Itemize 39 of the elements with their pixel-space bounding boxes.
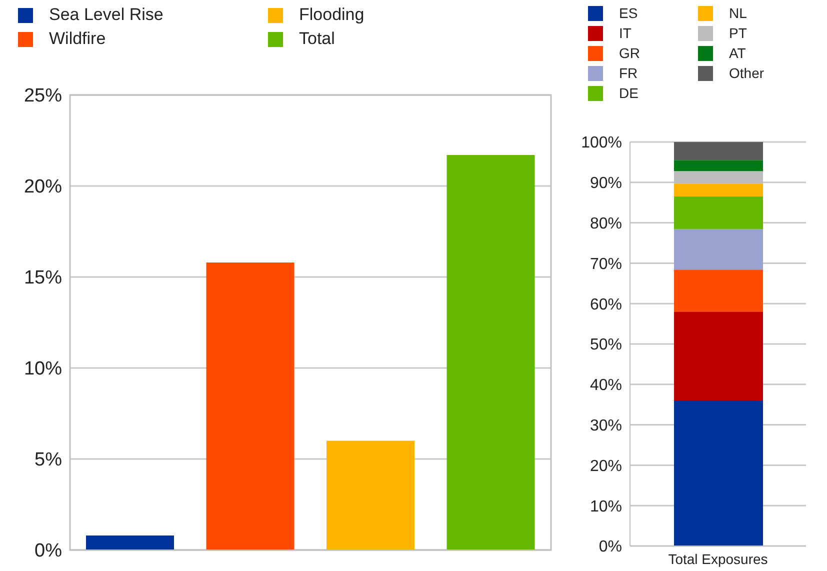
y-tick-label: 20% xyxy=(24,176,62,198)
legend-label: Wildfire xyxy=(49,29,106,49)
bar xyxy=(674,160,763,172)
y-tick-label: 40% xyxy=(590,377,622,394)
legend-label: IT xyxy=(619,25,632,41)
bar xyxy=(674,184,763,197)
y-tick-label: 25% xyxy=(24,86,62,107)
y-tick-label: 50% xyxy=(590,336,622,354)
y-tick-label: 90% xyxy=(590,175,622,192)
y-tick-label: 10% xyxy=(590,498,622,516)
legend-label: GR xyxy=(619,45,640,61)
legend-label: Flooding xyxy=(299,5,364,25)
y-tick-label: 80% xyxy=(590,215,622,232)
bar xyxy=(674,229,763,270)
y-tick-label: 15% xyxy=(24,268,62,289)
y-tick-label: 0% xyxy=(34,540,62,562)
y-tick-label: 20% xyxy=(590,458,622,475)
legend-label: DE xyxy=(619,85,638,101)
y-tick-label: 5% xyxy=(34,450,62,471)
legend-label: FR xyxy=(619,65,638,81)
legend-label: PT xyxy=(729,25,747,41)
y-tick-label: 100% xyxy=(581,134,622,152)
bar xyxy=(674,400,763,546)
legend-label: ES xyxy=(619,5,638,21)
y-tick-label: 10% xyxy=(24,358,62,380)
bar xyxy=(674,142,763,160)
legend-label: Other xyxy=(729,65,764,81)
legend-label: Total xyxy=(299,29,335,49)
legend-label: NL xyxy=(729,5,747,21)
y-tick-label: 70% xyxy=(590,256,622,273)
x-tick-label: Total Exposures xyxy=(668,550,768,567)
bar xyxy=(674,270,763,312)
legend-label: AT xyxy=(729,45,746,61)
bar xyxy=(674,312,763,401)
bar xyxy=(674,196,763,230)
y-tick-label: 30% xyxy=(590,417,622,434)
legend-label: Sea Level Rise xyxy=(49,5,164,25)
y-tick-label: 0% xyxy=(598,538,622,556)
y-tick-label: 60% xyxy=(590,296,622,314)
